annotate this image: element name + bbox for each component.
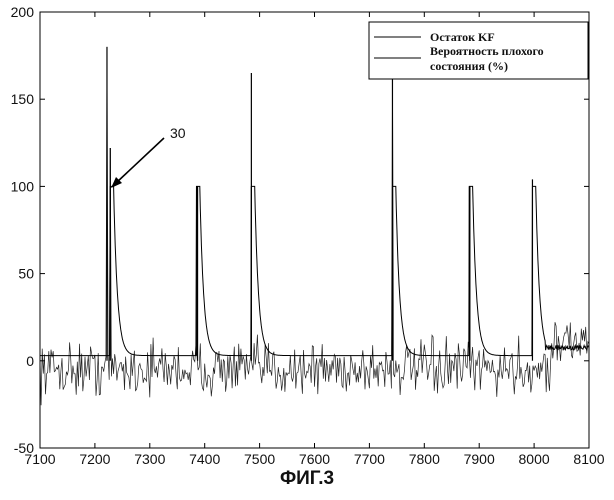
figure-caption: ФИГ.3 bbox=[0, 468, 614, 490]
y-tick-label: 150 bbox=[11, 91, 35, 107]
annotation-label: 30 bbox=[170, 125, 186, 141]
legend-label-residual: Остаток KF bbox=[430, 30, 495, 44]
x-tick-label: 8000 bbox=[519, 451, 550, 467]
y-tick-label: -50 bbox=[14, 440, 34, 456]
legend: Остаток KF Вероятность плохогосостояния … bbox=[369, 22, 588, 79]
y-tick-label: 200 bbox=[11, 4, 35, 20]
y-tick-label: 50 bbox=[18, 266, 34, 282]
x-tick-label: 7300 bbox=[134, 451, 165, 467]
x-tick-label: 7500 bbox=[244, 451, 275, 467]
legend-label-probability-line1: Вероятность плохого bbox=[430, 44, 544, 58]
legend-label-probability-line2: состояния (%) bbox=[430, 59, 508, 73]
x-tick-label: 7900 bbox=[464, 451, 495, 467]
chart: 7100720073007400750076007700780079008000… bbox=[0, 0, 614, 500]
x-tick-label: 8100 bbox=[573, 451, 604, 467]
x-tick-label: 7400 bbox=[189, 451, 220, 467]
y-tick-label: 0 bbox=[26, 353, 34, 369]
y-tick-label: 100 bbox=[11, 178, 35, 194]
x-tick-label: 7700 bbox=[354, 451, 385, 467]
x-tick-label: 7600 bbox=[299, 451, 330, 467]
x-tick-label: 7200 bbox=[79, 451, 110, 467]
x-tick-label: 7800 bbox=[409, 451, 440, 467]
